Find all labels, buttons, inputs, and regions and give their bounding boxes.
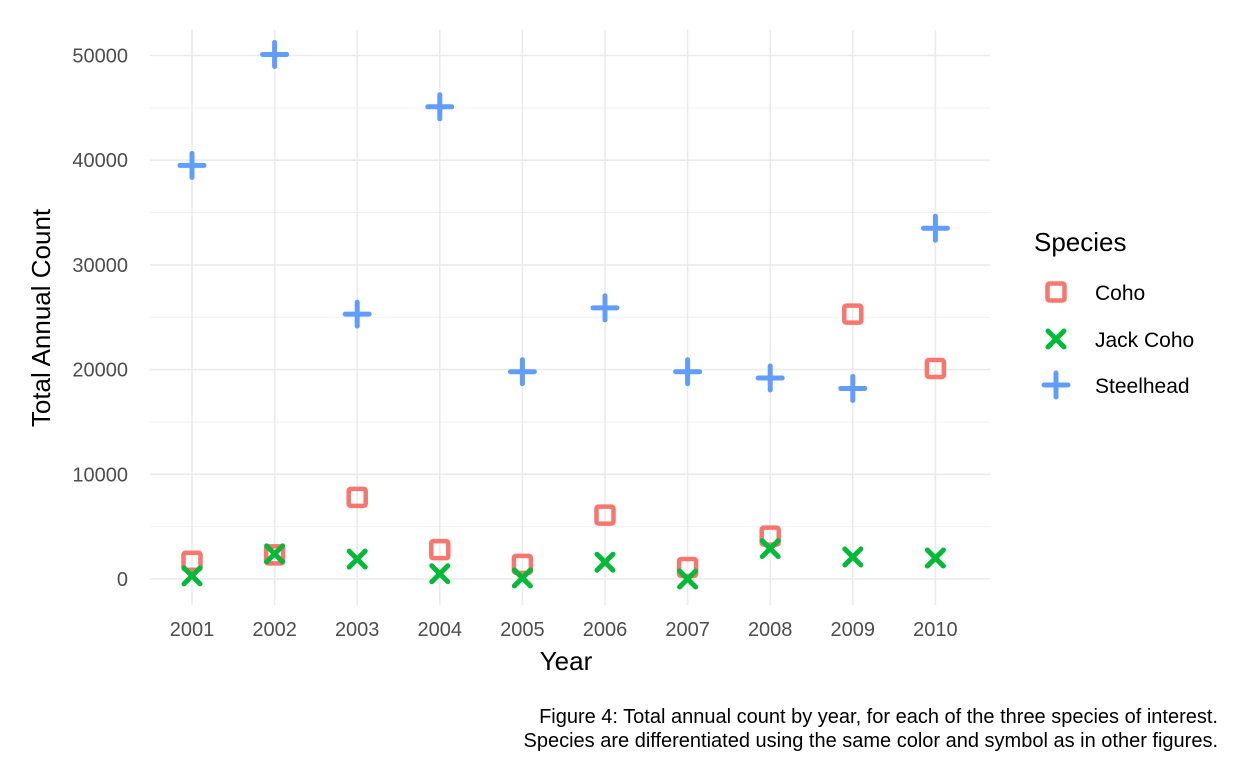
point-steelhead-2009 [838,373,868,403]
point-jack-coho-2008 [759,538,781,560]
y-axis-title: Total Annual Count [26,208,56,427]
point-coho-2008 [759,525,781,547]
point-jack-coho-2009 [842,546,864,568]
point-steelhead-2008 [755,363,785,393]
x-tick-label: 2009 [831,619,876,641]
legend-label-coho: Coho [1095,282,1145,305]
point-coho-2001 [181,550,203,572]
y-tick-label: 10000 [72,464,128,486]
point-jack-coho-2010 [924,547,946,569]
point-coho-2004 [429,538,451,561]
x-tick-label: 2010 [913,619,958,641]
point-steelhead-2003 [342,299,372,329]
point-steelhead-2005 [507,357,537,387]
point-coho-2010 [924,357,947,380]
point-jack-coho-2001 [181,565,203,587]
legend: Species Coho Jack Coho Steelhead [1034,227,1194,400]
point-coho-2006 [594,504,616,526]
x-tick-label: 2007 [665,619,710,641]
legend-key-steelhead [1041,370,1071,400]
point-jack-coho-2004 [429,563,451,585]
point-jack-coho-2006 [594,551,616,573]
point-steelhead-2007 [673,357,703,387]
point-steelhead-2004 [425,92,455,122]
legend-label-steelhead: Steelhead [1095,375,1190,398]
y-tick-label: 30000 [72,255,128,277]
y-tick-label: 20000 [72,360,128,382]
x-tick-label: 2006 [583,619,628,641]
caption-line-2: Species are differentiated using the sam… [523,730,1218,752]
x-axis-title: Year [540,646,593,676]
x-tick-label: 2008 [748,619,793,641]
legend-key-coho [1045,281,1067,303]
legend-label-jack-coho: Jack Coho [1095,329,1194,352]
point-steelhead-2010 [920,213,950,243]
point-coho-2003 [346,486,368,509]
plot-panel: 0 10000 20000 30000 40000 50000 2001 2002 2003 20… [72,30,990,641]
point-steelhead-2001 [177,150,207,180]
point-jack-coho-2003 [346,548,368,570]
point-coho-2009 [842,303,864,325]
figure-caption: Figure 4: Total annual count by year, fo… [524,705,1218,753]
point-jack-coho-2002 [264,543,286,565]
y-tick-label: 50000 [72,46,128,68]
x-tick-label: 2003 [335,619,380,641]
point-jack-coho-2007 [677,568,699,590]
x-tick-label: 2004 [418,619,463,641]
y-tick-label: 40000 [72,150,128,172]
point-steelhead-2002 [260,39,290,69]
y-tick-label: 0 [117,569,128,591]
scatter-chart: 0 10000 20000 30000 40000 50000 2001 2002 2003 20… [26,30,1194,676]
caption-line-1: Figure 4: Total annual count by year, fo… [539,706,1218,728]
point-jack-coho-2005 [511,567,533,589]
x-tick-label: 2001 [170,619,215,641]
legend-title: Species [1034,227,1127,257]
x-tick-label: 2005 [500,619,545,641]
point-coho-2005 [511,553,534,576]
x-tick-label: 2002 [252,619,297,641]
point-steelhead-2006 [590,293,620,323]
point-coho-2002 [263,544,286,566]
legend-key-jack-coho [1045,328,1067,350]
